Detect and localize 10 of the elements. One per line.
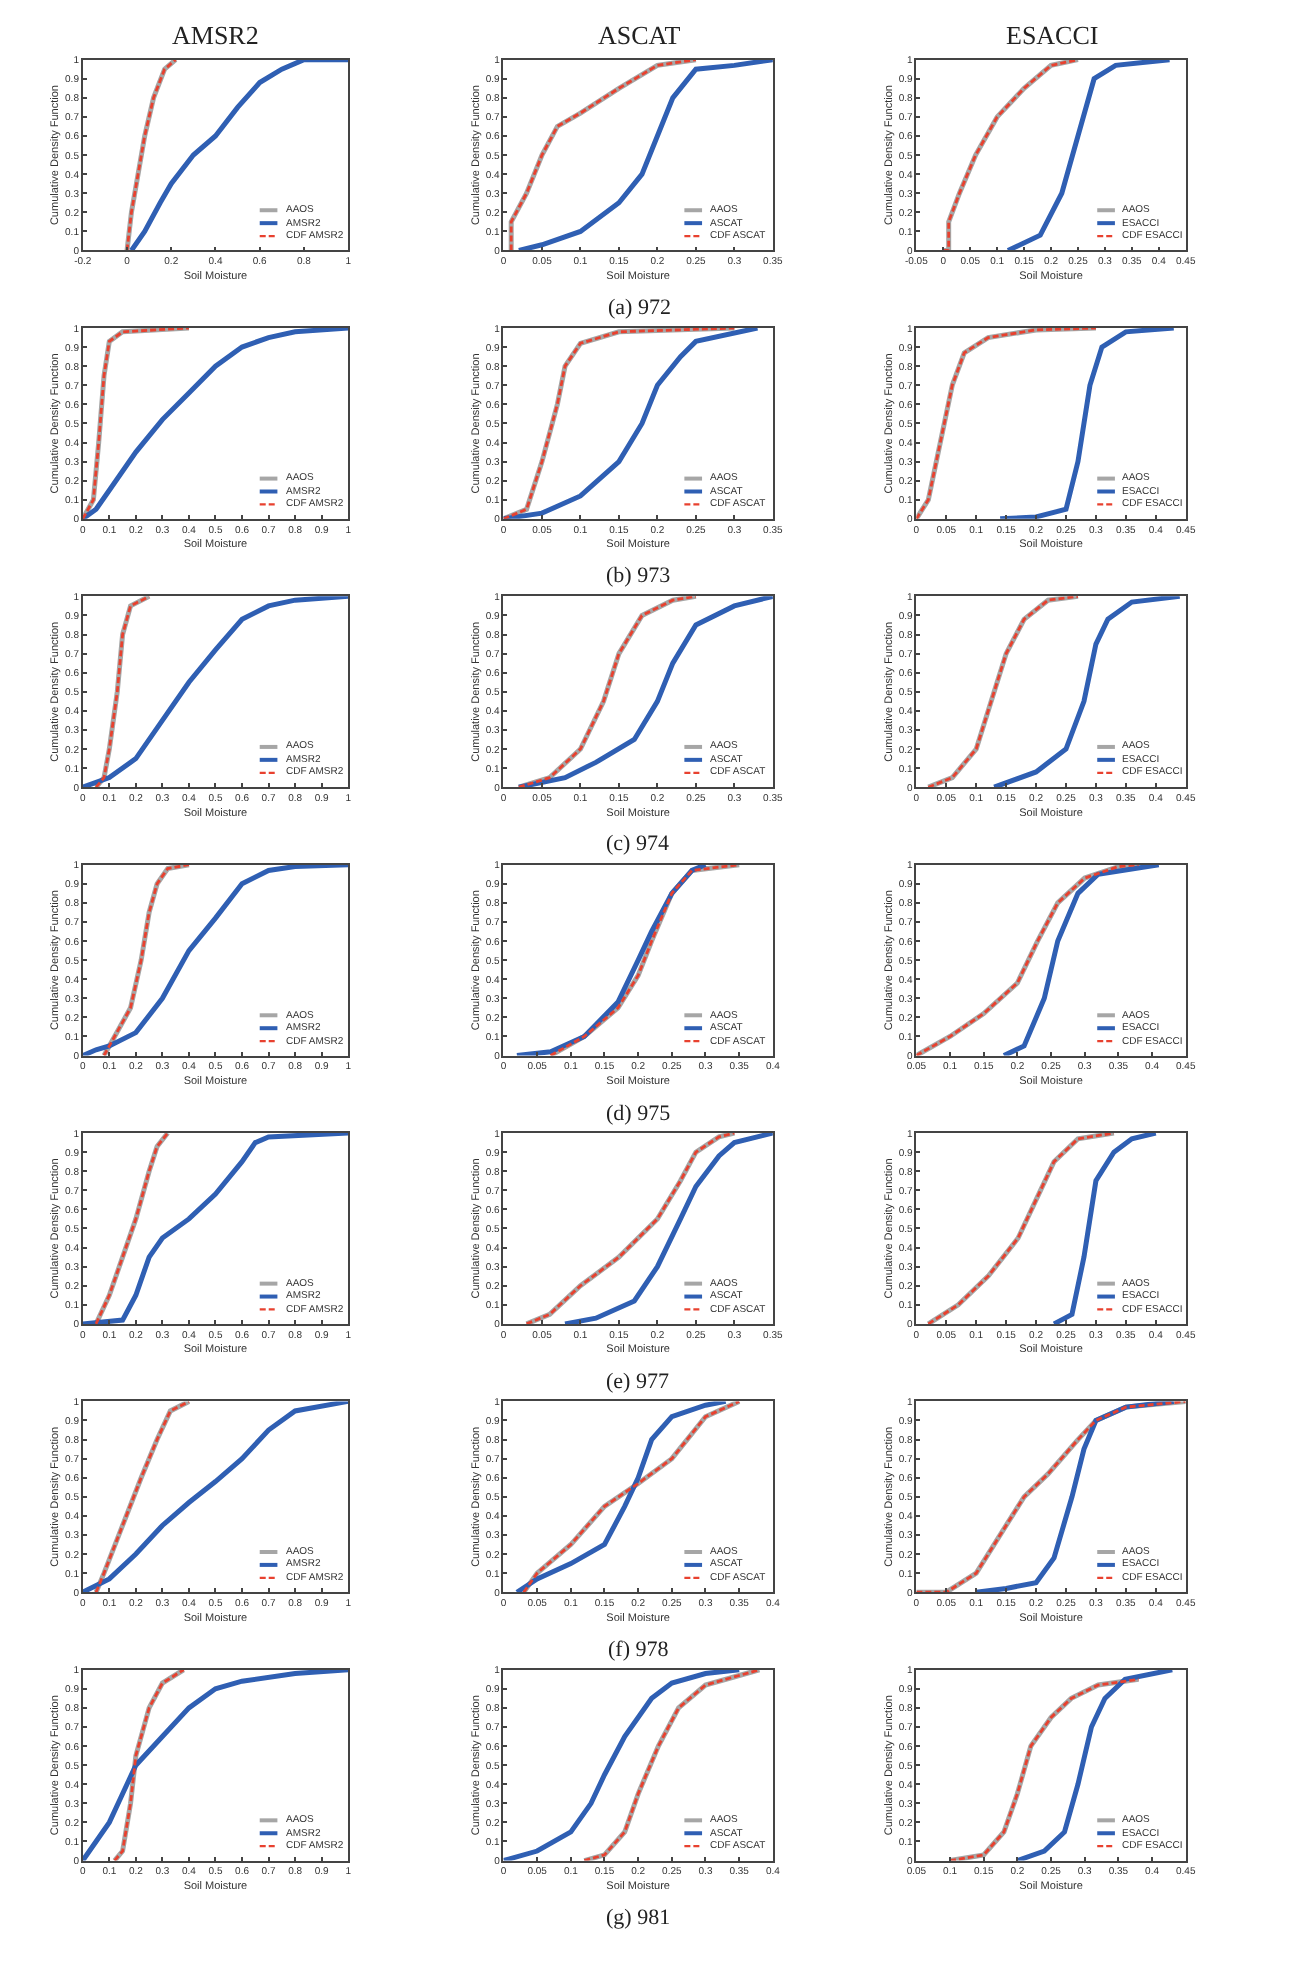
text: (c) 974 [606, 832, 670, 856]
text: (b) 973 [606, 564, 672, 588]
text: (g) 981 [606, 1906, 671, 1930]
chart-title: AMSR2 [172, 20, 259, 50]
text: (a) 972 [608, 296, 671, 320]
chart-title: ESACCI [1006, 20, 1099, 50]
text: (f) 978 [608, 1638, 670, 1662]
text: (d) 975 [606, 1102, 672, 1126]
text: (e) 977 [606, 1370, 670, 1394]
chart-title: ASCAT [598, 20, 681, 50]
